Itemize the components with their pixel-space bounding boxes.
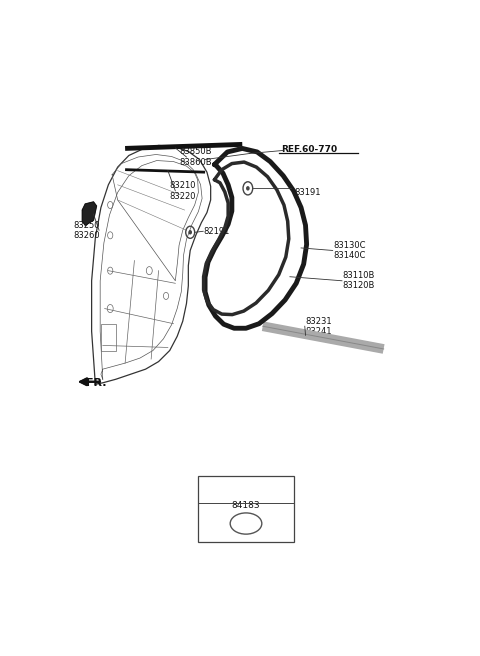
- Text: 83210
83220: 83210 83220: [169, 181, 196, 201]
- Text: 83850B
83860B: 83850B 83860B: [180, 148, 212, 167]
- Text: 83191: 83191: [294, 188, 321, 197]
- Text: 83110B
83120B: 83110B 83120B: [343, 271, 375, 291]
- Text: 83231
83241: 83231 83241: [305, 317, 332, 336]
- Text: 83250
83260: 83250 83260: [73, 220, 100, 240]
- Text: FR.: FR.: [86, 379, 107, 388]
- Bar: [101, 323, 116, 352]
- Circle shape: [189, 231, 192, 234]
- Text: REF.60-770: REF.60-770: [281, 145, 337, 154]
- Text: 82191: 82191: [203, 227, 229, 236]
- Polygon shape: [83, 202, 96, 225]
- Text: 83130C
83140C: 83130C 83140C: [334, 241, 366, 260]
- Circle shape: [247, 187, 249, 190]
- Bar: [198, 476, 294, 542]
- Text: 84183: 84183: [232, 501, 260, 510]
